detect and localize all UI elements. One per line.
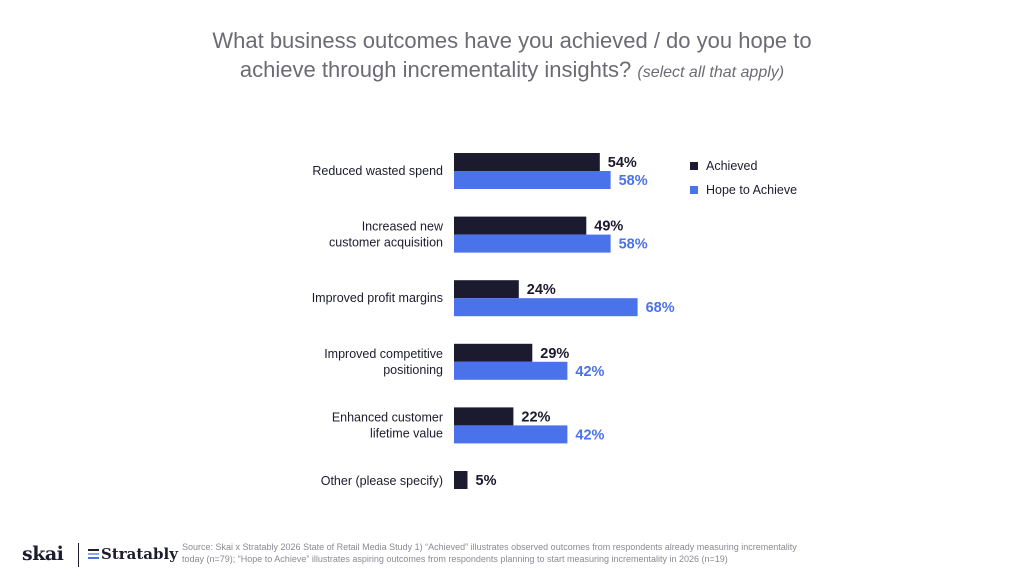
data-label: 42% bbox=[575, 364, 604, 380]
bar-achieved bbox=[454, 280, 519, 299]
category-label: customer acquisition bbox=[329, 236, 443, 250]
category-label: Enhanced customer bbox=[332, 410, 443, 424]
legend-label-hope: Hope to Achieve bbox=[706, 183, 798, 197]
legend-swatch-achieved bbox=[690, 162, 698, 170]
data-label: 22% bbox=[521, 409, 550, 425]
data-label: 68% bbox=[646, 300, 675, 316]
category-label: lifetime value bbox=[370, 426, 443, 440]
data-label: 42% bbox=[575, 427, 604, 443]
category-label: Improved competitive bbox=[324, 347, 443, 361]
stratably-logo: Stratably bbox=[88, 545, 178, 563]
data-label: 29% bbox=[540, 346, 569, 362]
category-label: positioning bbox=[383, 363, 443, 377]
bar-achieved bbox=[454, 153, 600, 171]
title-note: (select all that apply) bbox=[637, 64, 785, 81]
source-line-2: today (n=79); ⁣“Hope to Achieve” illustr… bbox=[182, 553, 728, 564]
logo-divider bbox=[78, 543, 79, 567]
title-line-2-text: achieve through incrementality insights? bbox=[239, 57, 632, 82]
data-label: 58% bbox=[619, 173, 648, 189]
bar-chart: Reduced wasted spend 54% 58% Increased new c… bbox=[312, 153, 675, 489]
legend-item-achieved: Achieved bbox=[690, 154, 797, 178]
bar-hope bbox=[454, 171, 611, 189]
bar-hope bbox=[454, 361, 568, 380]
category-label: Reduced wasted spend bbox=[312, 164, 443, 178]
bar-hope bbox=[454, 298, 638, 317]
footer: skai Stratably Source: Skai x Stratably … bbox=[22, 540, 1012, 570]
legend-label-achieved: Achieved bbox=[706, 159, 758, 173]
chart-title: What business outcomes have you achieved… bbox=[0, 26, 1024, 87]
stratably-logo-text: Stratably bbox=[101, 545, 178, 563]
legend-item-hope: Hope to Achieve bbox=[690, 178, 797, 202]
bar-hope bbox=[454, 234, 611, 253]
bar-achieved bbox=[454, 343, 533, 362]
title-line-1: What business outcomes have you achieved… bbox=[212, 28, 812, 53]
bar-achieved bbox=[454, 407, 514, 426]
skai-logo: skai bbox=[22, 543, 64, 565]
bar-achieved bbox=[454, 216, 587, 235]
category-label: Improved profit margins bbox=[312, 291, 443, 305]
category-label: Increased new bbox=[362, 220, 444, 234]
category-label: Other (please specify) bbox=[321, 474, 443, 488]
data-label: 58% bbox=[619, 237, 648, 253]
bar-hope bbox=[454, 425, 568, 444]
legend-swatch-hope bbox=[690, 186, 698, 194]
title-line-2: achieve through incrementality insights?… bbox=[0, 55, 1024, 87]
data-label: 54% bbox=[608, 155, 637, 171]
source-note: Source: Skai x Stratably 2026 State of R… bbox=[182, 542, 982, 565]
stratably-mark-icon bbox=[88, 548, 99, 560]
data-label: 24% bbox=[527, 282, 556, 298]
bar-achieved bbox=[454, 471, 468, 489]
source-line-1: Source: Skai x Stratably 2026 State of R… bbox=[182, 542, 797, 552]
chart-legend: Achieved Hope to Achieve bbox=[690, 154, 797, 202]
data-label: 5% bbox=[476, 473, 497, 489]
data-label: 49% bbox=[594, 219, 623, 235]
